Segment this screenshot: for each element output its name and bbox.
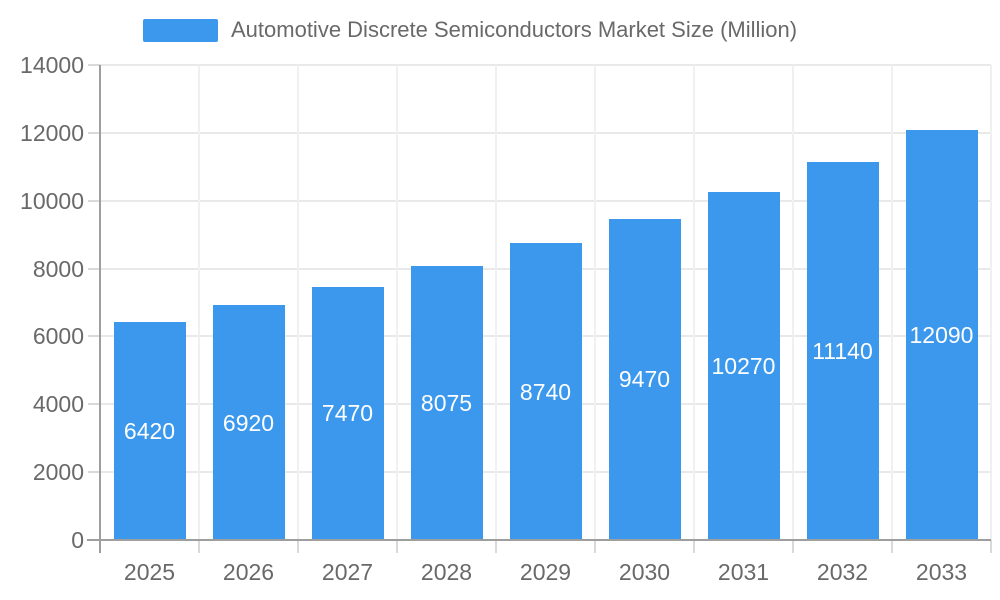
y-axis-tick bbox=[88, 267, 100, 270]
bar-2030[interactable]: 9470 bbox=[608, 218, 681, 540]
y-axis-label: 14000 bbox=[20, 52, 84, 78]
bar-value-label: 10270 bbox=[711, 352, 776, 379]
gridline-vertical bbox=[693, 65, 695, 540]
x-axis-label-2032: 2032 bbox=[816, 559, 869, 585]
x-axis-tick bbox=[990, 540, 992, 553]
x-axis-label-2029: 2029 bbox=[519, 559, 572, 585]
gridline-horizontal bbox=[100, 131, 991, 134]
y-axis-tick bbox=[88, 335, 100, 338]
bar-value-label: 11140 bbox=[812, 338, 873, 364]
y-axis-label: 2000 bbox=[32, 459, 84, 486]
y-axis-tick bbox=[88, 471, 100, 474]
x-axis-label-2031: 2031 bbox=[717, 559, 770, 585]
x-axis-tick bbox=[198, 540, 200, 553]
bar-value-label: 6920 bbox=[222, 409, 275, 436]
gridline-vertical bbox=[891, 65, 893, 540]
gridline-vertical bbox=[792, 65, 794, 540]
bar-value-label: 8740 bbox=[519, 378, 572, 405]
bar-2025[interactable]: 6420 bbox=[113, 322, 186, 540]
gridline-horizontal bbox=[100, 199, 991, 202]
y-axis-label: 10000 bbox=[20, 187, 84, 214]
bar-value-label: 7470 bbox=[321, 400, 374, 427]
x-axis-tick bbox=[693, 540, 695, 553]
x-axis-tick bbox=[99, 540, 101, 553]
gridline-vertical bbox=[594, 65, 596, 540]
y-axis-tick bbox=[88, 199, 100, 202]
bar-value-label: 6420 bbox=[123, 418, 176, 445]
x-axis-label-2027: 2027 bbox=[321, 559, 374, 585]
x-axis-tick bbox=[594, 540, 596, 553]
x-axis-tick bbox=[495, 540, 497, 553]
y-axis-label: 8000 bbox=[32, 255, 84, 282]
x-axis-label-2025: 2025 bbox=[123, 559, 176, 585]
gridline-vertical bbox=[297, 65, 299, 540]
bar-2027[interactable]: 7470 bbox=[311, 286, 384, 540]
gridline-vertical bbox=[396, 65, 398, 540]
x-axis-tick bbox=[297, 540, 299, 553]
bar-2032[interactable]: 11140 bbox=[806, 162, 879, 540]
y-axis-line bbox=[99, 65, 101, 542]
gridline-horizontal bbox=[100, 64, 991, 66]
gridline-vertical bbox=[495, 65, 497, 540]
bar-2033[interactable]: 12090 bbox=[905, 129, 978, 540]
x-axis-tick bbox=[891, 540, 893, 553]
bar-value-label: 8075 bbox=[420, 390, 473, 416]
x-axis-tick bbox=[792, 540, 794, 553]
legend-item[interactable]: Automotive Discrete Semiconductors Marke… bbox=[143, 17, 797, 43]
y-axis-tick bbox=[88, 64, 100, 66]
x-axis-label-2026: 2026 bbox=[222, 559, 275, 585]
x-axis-tick bbox=[396, 540, 398, 553]
y-axis-label: 4000 bbox=[32, 391, 84, 418]
x-axis-line bbox=[87, 539, 991, 541]
gridline-vertical bbox=[990, 65, 992, 540]
x-axis-label-2028: 2028 bbox=[420, 559, 473, 585]
bar-2029[interactable]: 8740 bbox=[509, 243, 582, 540]
y-axis-label: 0 bbox=[71, 527, 84, 553]
bar-2028[interactable]: 8075 bbox=[410, 266, 483, 540]
y-axis-tick bbox=[88, 131, 100, 134]
y-axis-label: 12000 bbox=[20, 119, 84, 146]
bar-2026[interactable]: 6920 bbox=[212, 305, 285, 540]
x-axis-label-2033: 2033 bbox=[915, 559, 968, 585]
gridline-vertical bbox=[198, 65, 200, 540]
legend-label: Automotive Discrete Semiconductors Marke… bbox=[231, 17, 798, 42]
y-axis-tick bbox=[88, 403, 100, 406]
bar-value-label: 9470 bbox=[618, 366, 671, 393]
bar-2031[interactable]: 10270 bbox=[707, 191, 780, 540]
y-axis-label: 6000 bbox=[32, 323, 84, 350]
x-axis-label-2030: 2030 bbox=[618, 559, 671, 585]
bar-value-label: 12090 bbox=[909, 321, 974, 348]
legend-swatch bbox=[143, 18, 218, 42]
